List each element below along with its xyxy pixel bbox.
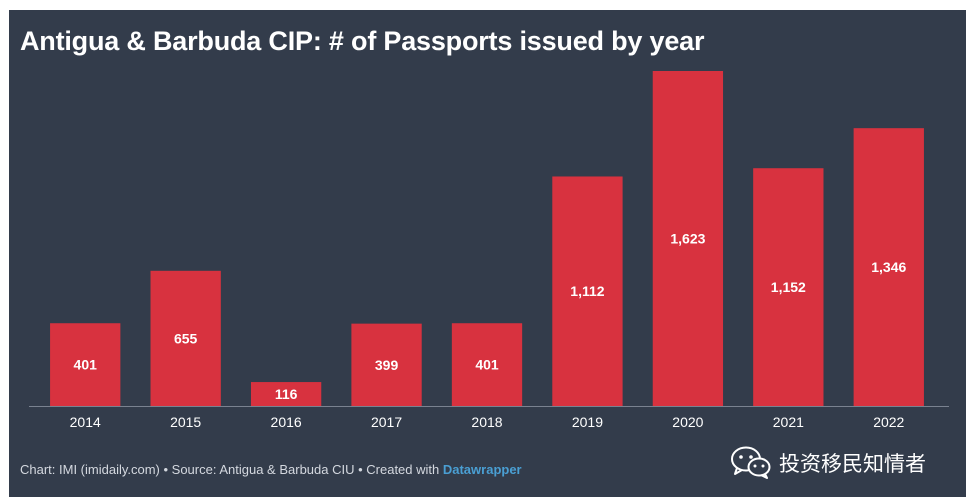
x-tick-label-2015: 2015 (170, 414, 201, 430)
footer-credit: Chart: IMI (imidaily.com) • Source: Anti… (20, 462, 443, 477)
x-tick-label-2017: 2017 (371, 414, 402, 430)
bar-2015 (150, 270, 221, 406)
chart-title: Antigua & Barbuda CIP: # of Passports is… (20, 26, 705, 56)
bar-2020 (652, 71, 724, 406)
watermark: 投资移民知情者 (731, 442, 926, 484)
x-axis-ticks: 2014 2015 2016 2017 2018 2019 2020 2021 2022 (70, 414, 905, 430)
bar-value-label-2017: 399 (375, 357, 399, 373)
bar-value-label-2019: 1,112 (570, 283, 604, 299)
x-tick-label-2022: 2022 (873, 414, 904, 430)
bar-value-label-2021: 1,152 (771, 279, 806, 295)
bar-value-label-2015: 655 (174, 330, 198, 346)
bar-value-label-2020: 1,623 (670, 231, 705, 247)
bar-2019 (552, 176, 623, 406)
chart-card: Antigua & Barbuda CIP: # of Passports is… (9, 10, 966, 497)
bar-2017 (351, 323, 422, 406)
bar-2022 (853, 128, 924, 406)
x-tick-label-2014: 2014 (70, 414, 101, 430)
bars-layer: 401 655 116 399 401 1,112 1,623 1,152 1,346 (50, 71, 924, 406)
bar-chart: 401 655 116 399 401 1,112 1,623 1,152 1,346 2014… (29, 71, 949, 430)
bar-value-label-2022: 1,346 (871, 259, 906, 275)
chart-footer: Chart: IMI (imidaily.com) • Source: Anti… (20, 462, 522, 477)
bar-value-label-2018: 401 (475, 357, 499, 373)
x-tick-label-2019: 2019 (572, 414, 603, 430)
wechat-icon (731, 446, 771, 479)
x-tick-label-2016: 2016 (271, 414, 302, 430)
bar-2016 (250, 382, 322, 406)
x-tick-label-2018: 2018 (471, 414, 502, 430)
watermark-text: 投资移民知情者 (779, 452, 926, 476)
x-tick-label-2020: 2020 (672, 414, 703, 430)
datawrapper-link[interactable]: Datawrapper (442, 462, 522, 477)
bar-2014 (50, 323, 121, 406)
bar-2021 (753, 168, 824, 406)
bar-value-label-2016: 116 (275, 386, 298, 402)
x-tick-label-2021: 2021 (773, 414, 804, 430)
bar-value-label-2014: 401 (74, 357, 98, 373)
bar-2018 (451, 323, 523, 406)
